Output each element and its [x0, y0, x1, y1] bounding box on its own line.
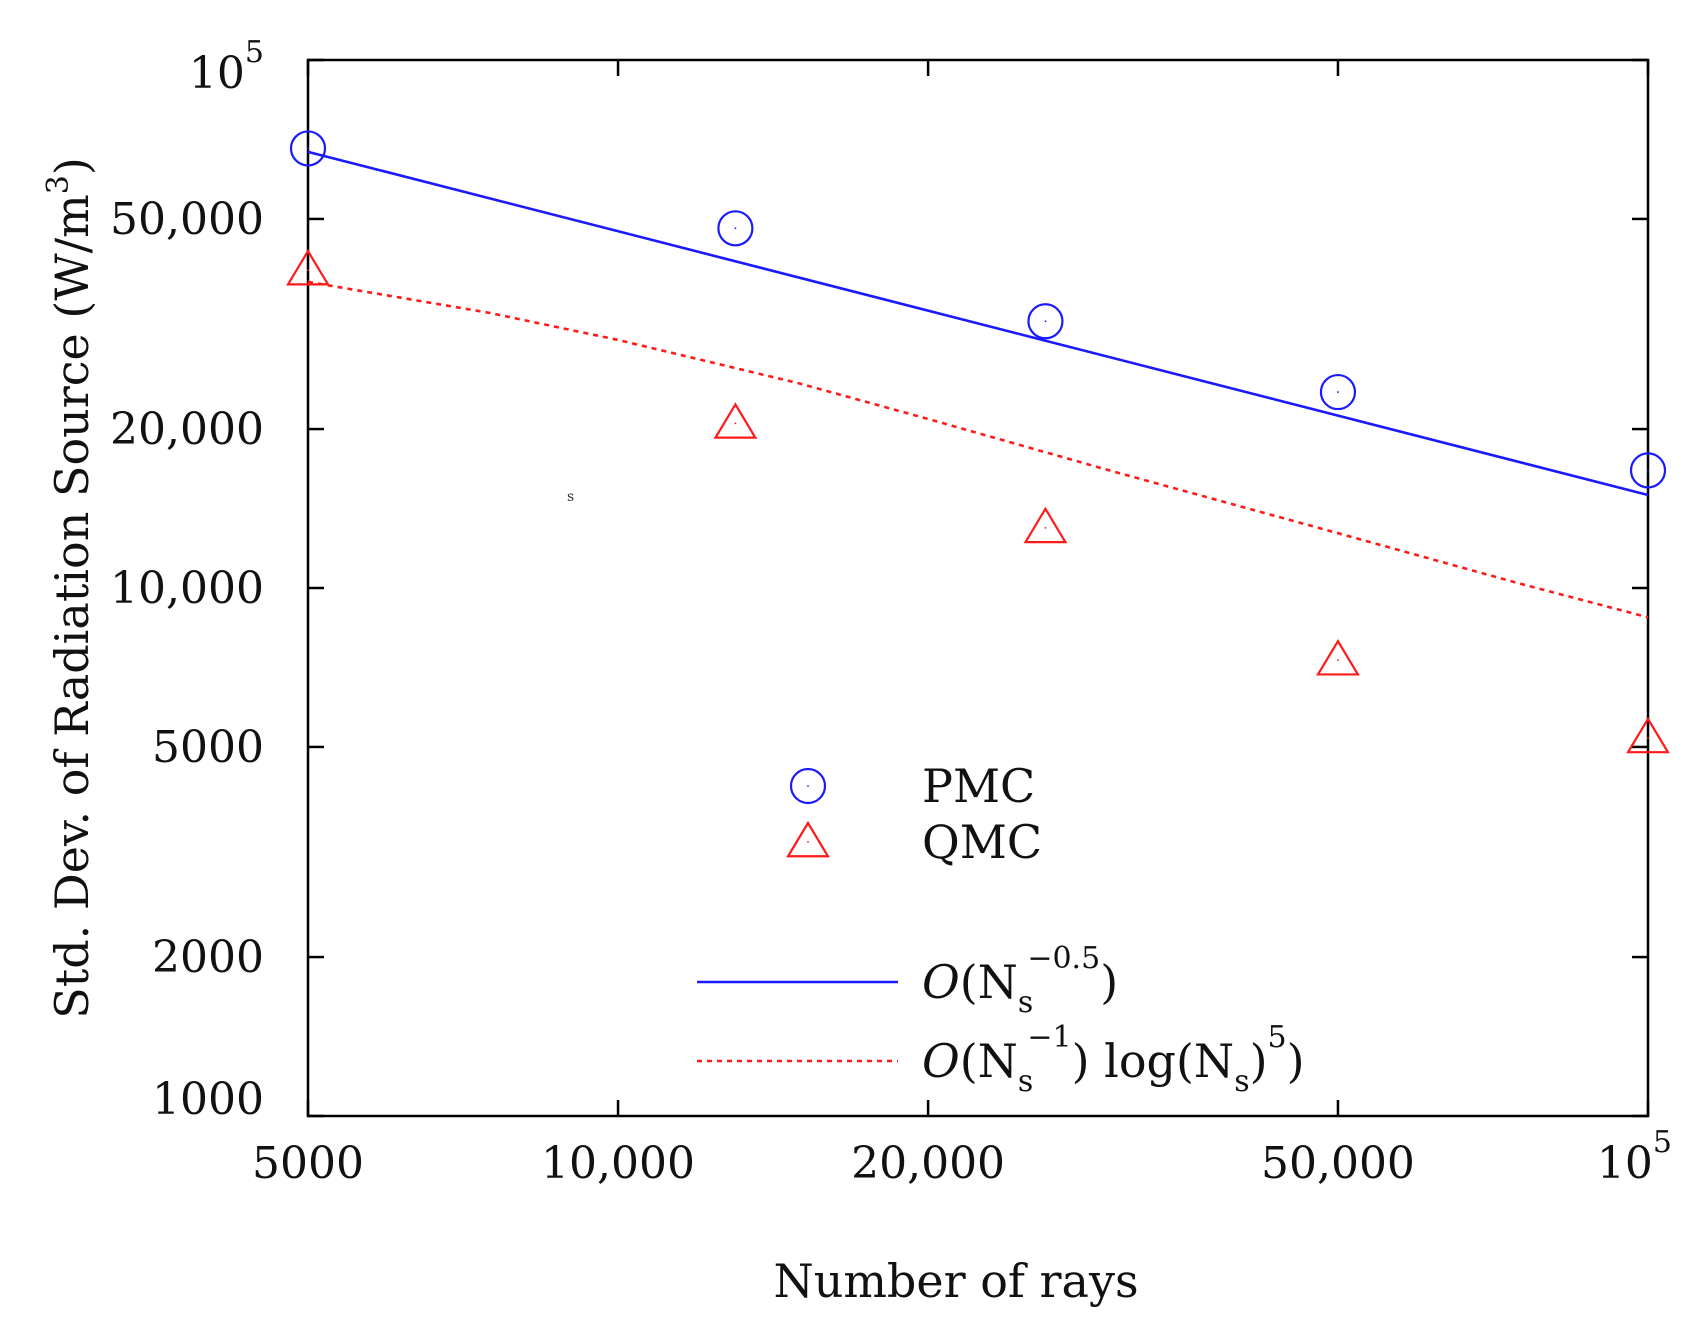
x-tick-label: 50,000 [1261, 1138, 1415, 1189]
pmc-point [1027, 303, 1064, 340]
pmc-point-center [307, 147, 309, 150]
y-tick-label-text: 10 [189, 48, 245, 99]
y-tick-label: 1000 [152, 1074, 264, 1125]
legend-formula-sup2: 5 [1268, 1020, 1287, 1055]
y-tick-label-text: 2000 [152, 932, 264, 983]
legend-item-qmc-fit: O(Ns−1) log(Ns)5) [697, 1020, 1305, 1099]
y-axis-title: Std. Dev. of Radiation Source (W/m3) [41, 157, 99, 1019]
y-tick-label: 10,000 [110, 563, 264, 614]
y-tick-label: 5000 [152, 722, 264, 773]
legend-item-pmc: PMC [789, 759, 1035, 813]
legend-formula-paren: (N [960, 1034, 1018, 1088]
legend-pmc-label: PMC [922, 759, 1035, 813]
y-tick-label-text: 1000 [152, 1074, 264, 1125]
pmc-point [1319, 373, 1357, 411]
y-tick-label: 50,000 [110, 194, 264, 245]
legend-qmc-marker-center [807, 841, 809, 843]
y-tick-label-text: 5000 [152, 722, 264, 773]
x-tick-label: 105 [1597, 1125, 1672, 1189]
y-tick-label-text: 10,000 [110, 563, 264, 614]
qmc-point [1023, 506, 1068, 544]
x-tick-label: 10,000 [541, 1138, 695, 1189]
pmc-point-center [734, 227, 737, 230]
legend-formula-sup: −1 [1027, 1020, 1071, 1055]
qmc-point-center [734, 422, 737, 425]
legend-pmc-fit-label: O(Ns −0.5) [922, 941, 1118, 1020]
legend-formula-close: ) log(N [1072, 1034, 1235, 1088]
legend-item-pmc-fit: O(Ns −0.5) [697, 941, 1118, 1020]
y-axis-title-sup: 3 [41, 175, 76, 194]
x-axis-title: Number of rays [773, 1254, 1138, 1308]
y-tick-label-text: 50,000 [110, 194, 264, 245]
legend-formula-close: ) [1100, 955, 1118, 1009]
data-markers [286, 130, 1670, 754]
legend-formula-lead: O [922, 1034, 960, 1088]
pmc-point-center [1337, 391, 1339, 393]
stray-label: s [567, 489, 574, 505]
x-tick-label-sup: 5 [1653, 1125, 1672, 1160]
pmc-fit-line [307, 150, 1649, 497]
pmc-point-center [1647, 469, 1649, 472]
legend-formula-sub: s [1018, 985, 1033, 1020]
legend-formula-close2: ) [1250, 1034, 1268, 1088]
qmc-point [1316, 639, 1360, 676]
x-tick-label-text: 50,000 [1261, 1138, 1415, 1189]
y-tick-labels: 1000 2000 5000 10,000 20,000 50,000 105 [110, 35, 264, 1125]
qmc-fit-line [307, 280, 1649, 619]
y-tick-label-sup: 5 [245, 35, 264, 70]
legend-formula-close3: ) [1287, 1034, 1305, 1088]
x-tick-labels: 5000 10,000 20,000 50,000 105 [252, 1125, 1672, 1189]
legend-pmc-marker [789, 767, 827, 805]
pmc-point [289, 130, 327, 167]
legend-qmc-label: QMC [922, 815, 1042, 869]
axis-ticks [306, 58, 1650, 1118]
legend-formula-sup: −0.5 [1027, 941, 1100, 976]
qmc-point-center [1044, 526, 1047, 529]
fit-lines [307, 150, 1649, 619]
x-tick-label: 5000 [252, 1138, 364, 1189]
x-tick-label-text: 10 [1597, 1138, 1653, 1189]
y-tick-label: 2000 [152, 932, 264, 983]
pmc-point-center [1044, 320, 1047, 323]
qmc-point [713, 402, 758, 439]
legend-formula-sub2: s [1234, 1064, 1249, 1099]
y-tick-label: 105 [189, 35, 264, 99]
y-axis-title-end: ) [45, 157, 99, 175]
y-tick-label-text: 20,000 [110, 404, 264, 455]
x-tick-label: 20,000 [851, 1138, 1005, 1189]
legend-item-qmc: QMC [786, 815, 1042, 869]
x-tick-label-text: 10,000 [541, 1138, 695, 1189]
legend-formula-sub: s [1018, 1064, 1033, 1099]
pmc-point [1629, 452, 1667, 489]
pmc-point [717, 210, 754, 247]
qmc-point [1626, 716, 1670, 754]
x-tick-label-text: 20,000 [851, 1138, 1005, 1189]
y-axis-title-main: Std. Dev. of Radiation Source (W/m [45, 194, 99, 1019]
legend-formula-paren: (N [960, 955, 1018, 1009]
legend-qmc-marker [786, 820, 830, 858]
legend-qmc-fit-label: O(Ns−1) log(Ns)5) [922, 1020, 1305, 1099]
legend-pmc-marker-center [807, 785, 809, 787]
qmc-point-center [307, 269, 309, 272]
x-tick-label-text: 5000 [252, 1138, 364, 1189]
qmc-point-center [1647, 737, 1649, 739]
legend-formula-lead: O [922, 955, 960, 1009]
qmc-point [286, 248, 330, 286]
qmc-point-center [1337, 659, 1339, 662]
y-tick-label: 20,000 [110, 404, 264, 455]
